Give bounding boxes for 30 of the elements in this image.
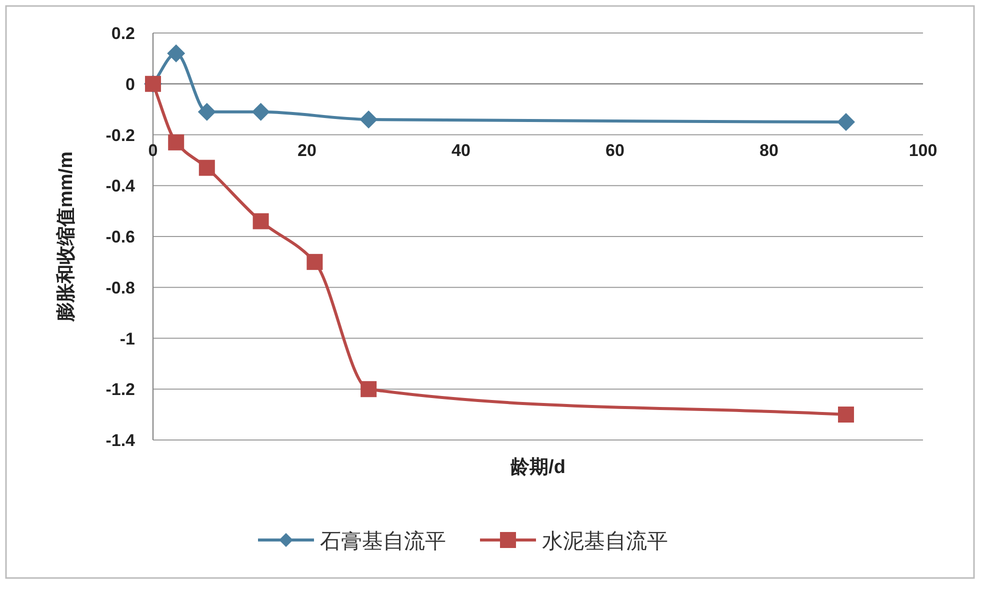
x-tick-label: 0: [148, 140, 158, 160]
point: [306, 254, 323, 270]
legend-label: 石膏基自流平: [320, 530, 446, 553]
y-tick-label: -0.4: [106, 176, 136, 196]
legend-label: 水泥基自流平: [542, 530, 668, 553]
point: [168, 134, 184, 150]
y-tick-label: 0: [126, 74, 135, 94]
y-tick-label: -1.2: [106, 380, 135, 400]
x-tick-label: 60: [606, 140, 624, 160]
point: [252, 213, 269, 230]
y-tick-label: 0.2: [111, 24, 135, 43]
y-tick-label: -0.6: [106, 228, 135, 246]
x-tick-label: 20: [298, 140, 316, 160]
point: [360, 381, 377, 398]
x-axis-title: 龄期/d: [510, 457, 566, 478]
y-tick-label: -1: [120, 329, 135, 348]
point: [837, 113, 855, 132]
point: [167, 44, 186, 62]
y-tick-label: -0.2: [106, 126, 135, 145]
y-tick-label: -1.4: [106, 431, 136, 450]
x-tick-label: 100: [908, 140, 938, 160]
point: [252, 102, 270, 121]
x-tick-label: 40: [452, 140, 470, 160]
point: [198, 160, 215, 176]
x-tick-label: 80: [760, 140, 778, 160]
point: [360, 110, 378, 128]
y-tick-label: -0.8: [106, 278, 135, 298]
y-axis-title: 膨胀和收缩值mm/m: [55, 152, 77, 322]
point: [838, 406, 854, 423]
point: [198, 102, 216, 121]
